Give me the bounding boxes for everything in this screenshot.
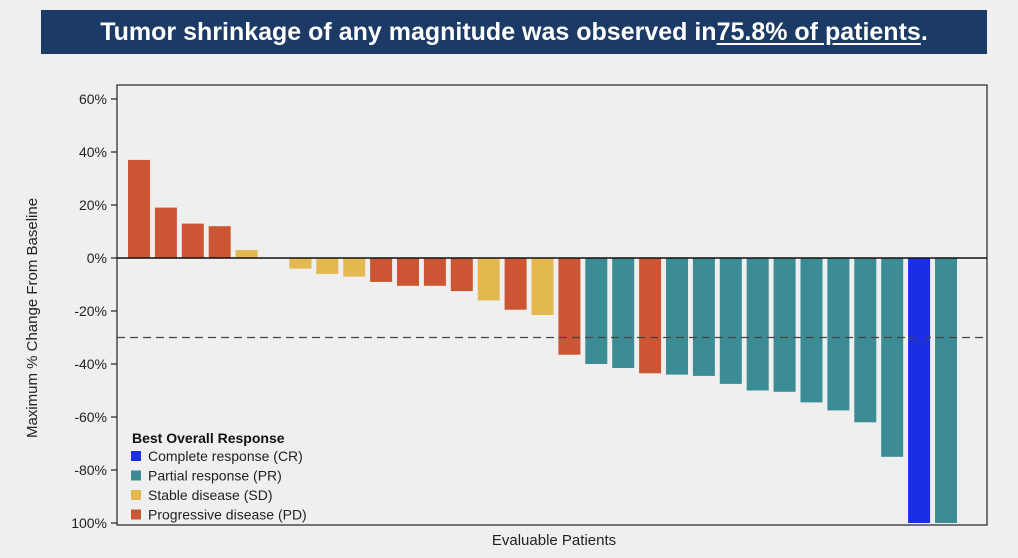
bar-patient-28 — [854, 258, 877, 423]
y-tick-label: 40% — [79, 144, 107, 160]
headline-banner: Tumor shrinkage of any magnitude was obs… — [41, 10, 987, 54]
legend-swatch-cr — [131, 451, 141, 461]
bar-patient-17 — [558, 258, 581, 355]
y-tick-label: -60% — [74, 409, 107, 425]
bar-patient-29 — [881, 258, 904, 457]
bar-patient-19 — [612, 258, 635, 368]
bar-patient-20 — [639, 258, 662, 374]
legend-label-cr: Complete response (CR) — [148, 448, 303, 464]
bar-patient-14 — [477, 258, 500, 301]
y-axis-ticks: 60% 40% 20% 0% -20% -40% -60% -80% 100% — [71, 91, 117, 531]
bar-patient-22 — [692, 258, 715, 376]
bar-patient-16 — [531, 258, 554, 315]
legend: Best Overall Response Complete response … — [131, 430, 307, 523]
y-tick-label: -20% — [74, 303, 107, 319]
bar-patient-13 — [450, 258, 473, 292]
bar-patient-27 — [827, 258, 850, 411]
y-tick-label: 0% — [87, 250, 107, 266]
legend-swatch-pr — [131, 470, 141, 481]
y-tick-label: 20% — [79, 197, 107, 213]
bar-patient-15 — [504, 258, 527, 310]
bar-patient-1 — [128, 159, 150, 258]
legend-title: Best Overall Response — [132, 430, 285, 446]
bar-patient-25 — [773, 258, 796, 392]
bar-patient-21 — [666, 258, 688, 375]
bar-patient-3 — [181, 223, 204, 258]
bar-patient-24 — [746, 258, 769, 391]
y-tick-label: 60% — [79, 91, 107, 107]
bar-patient-10 — [370, 258, 393, 282]
bar-patient-7 — [289, 258, 312, 269]
bar-patient-4 — [208, 226, 231, 258]
legend-label-sd: Stable disease (SD) — [148, 487, 273, 503]
headline-suffix: . — [920, 17, 928, 46]
bar-patient-31 — [935, 258, 957, 523]
legend-label-pd: Progressive disease (PD) — [148, 507, 307, 523]
y-axis-title: Maximum % Change From Baseline — [24, 198, 41, 438]
legend-swatch-pd — [131, 509, 141, 520]
bar-patient-30 — [908, 258, 931, 523]
bar-patient-8 — [316, 258, 339, 274]
bar-patient-12 — [423, 258, 446, 286]
y-tick-label: -80% — [74, 462, 107, 478]
legend-label-pr: Partial response (PR) — [148, 468, 282, 484]
x-axis-title: Evaluable Patients — [492, 532, 616, 549]
bar-patient-23 — [719, 258, 742, 384]
bar-patient-11 — [397, 258, 419, 286]
y-tick-label: 100% — [71, 515, 107, 531]
bar-patient-18 — [585, 258, 608, 364]
bar-patient-2 — [154, 207, 177, 258]
bar-patient-26 — [800, 258, 823, 403]
headline-prefix: Tumor shrinkage of any magnitude was obs… — [100, 17, 717, 46]
plot-frame — [116, 84, 988, 526]
headline-highlight: 75.8% of patients — [716, 17, 921, 46]
bar-patient-9 — [343, 258, 366, 277]
legend-swatch-sd — [131, 490, 141, 500]
y-tick-label: -40% — [74, 356, 107, 372]
bar-patient-5 — [235, 250, 258, 258]
